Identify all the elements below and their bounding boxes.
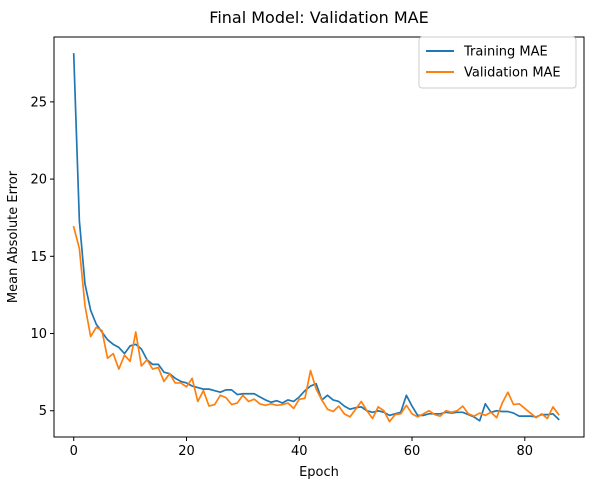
legend-label-validation-mae: Validation MAE xyxy=(464,66,561,81)
x-axis-title: Epoch xyxy=(299,465,339,480)
y-tick-label: 15 xyxy=(30,250,47,265)
y-tick-label: 25 xyxy=(30,95,47,110)
legend: Training MAE Validation MAE xyxy=(418,36,577,89)
legend-label-training-mae: Training MAE xyxy=(463,45,548,60)
chart-title: Final Model: Validation MAE xyxy=(209,8,428,27)
legend-box xyxy=(418,36,577,89)
series-line-training-mae xyxy=(72,53,560,422)
x-tick-label: 0 xyxy=(70,444,78,459)
y-tick-label: 5 xyxy=(39,404,47,419)
plot-marks xyxy=(72,53,560,423)
x-tick-label: 60 xyxy=(404,444,421,459)
x-tick-label: 20 xyxy=(178,444,195,459)
x-tick-label: 80 xyxy=(517,444,534,459)
x-tick-label: 40 xyxy=(291,444,308,459)
axes: 0 20 40 60 80 5 10 15 20 25 xyxy=(30,95,533,459)
y-tick-label: 10 xyxy=(30,327,47,342)
y-axis-title: Mean Absolute Error xyxy=(6,170,21,303)
y-tick-label: 20 xyxy=(30,173,47,188)
series-line-validation-mae xyxy=(72,225,560,423)
plot-frame xyxy=(53,36,585,438)
